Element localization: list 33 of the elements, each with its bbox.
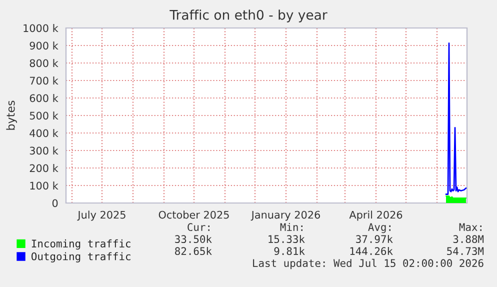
x-tick-label: January 2026 — [250, 210, 320, 221]
text: Last update: Wed Jul 15 02:00:00 2026 — [253, 258, 484, 270]
text: 33.50k — [175, 234, 212, 244]
y-tick-label: 0 — [52, 199, 58, 208]
y-tick-label: 900 k — [30, 42, 58, 50]
y-tick-label: 500 k — [30, 112, 58, 120]
x-tick-label: April 2026 — [349, 210, 402, 221]
text: Avg: — [368, 223, 390, 234]
y-tick-label: 600 k — [30, 94, 58, 102]
x-tick-label: October 2025 — [158, 210, 229, 219]
y-tick-label: 800 k — [30, 59, 58, 68]
text: 144.26k — [350, 246, 393, 256]
text: 37.97k — [356, 234, 393, 244]
y-tick-label: 300 k — [30, 146, 58, 155]
x-tick-label: July 2025 — [77, 210, 126, 221]
y-tick-label: 400 k — [30, 129, 58, 138]
chart-title: Traffic on eth0 - by year — [170, 10, 328, 22]
text: 15.33k — [268, 234, 305, 244]
y-tick-label: 700 k — [30, 76, 58, 85]
legend-label: Incoming traffic — [32, 239, 130, 250]
text: 9.81k — [274, 246, 305, 256]
text: Min: — [280, 222, 302, 231]
legend-label: Outgoing traffic — [32, 252, 130, 262]
text: Cur: — [188, 223, 210, 232]
y-tick-label: 200 k — [30, 164, 58, 172]
text: 54.73M — [447, 247, 484, 256]
text: 3.88M — [453, 235, 484, 244]
y-tick-label: 100 k — [30, 182, 58, 190]
text: Max: — [459, 223, 482, 232]
text: 82.65k — [175, 246, 212, 256]
line-series — [445, 42, 467, 195]
y-axis-title: bytes — [6, 100, 17, 130]
y-tick-label: 1000 k — [24, 24, 58, 32]
